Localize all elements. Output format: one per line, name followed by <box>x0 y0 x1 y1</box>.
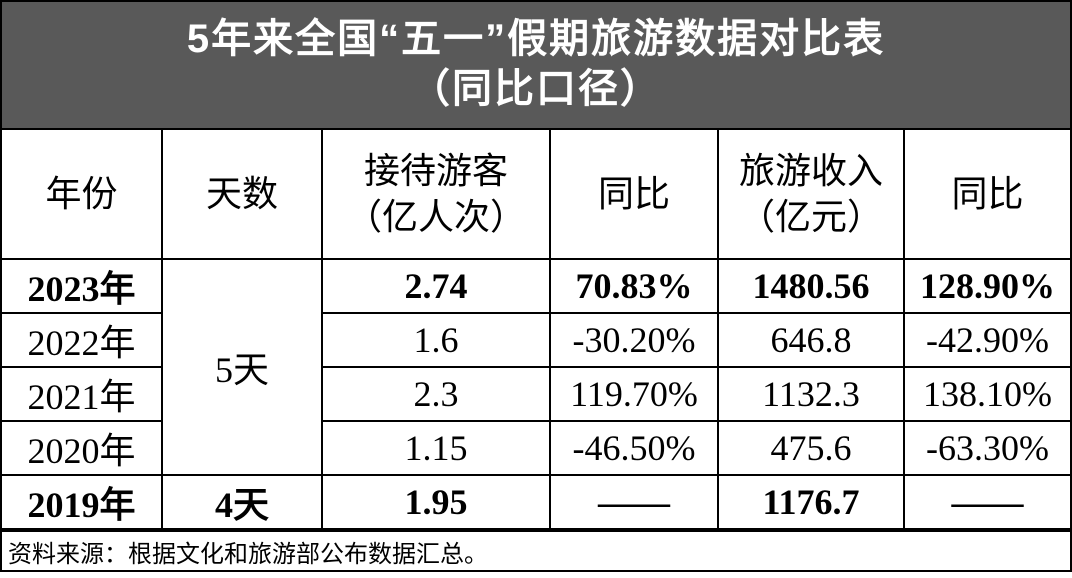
data-cell: 1132.3 <box>717 366 905 422</box>
data-cell: 1.95 <box>321 474 551 530</box>
data-cell: -63.30% <box>903 420 1070 476</box>
header-text: 同比 <box>597 174 670 214</box>
header-cell: 天数 <box>161 130 323 260</box>
data-row: 2019年 4天 1.95 —— 1176.7 —— <box>2 474 1070 530</box>
data-cell: 128.90% <box>903 258 1070 314</box>
header-cell: 接待游客 （亿人次） <box>321 130 551 260</box>
data-cell: 2021年 <box>2 366 163 422</box>
data-cell: 70.83% <box>549 258 719 314</box>
data-cell: 1.6 <box>321 312 551 368</box>
data-cell: 138.10% <box>903 366 1070 422</box>
header-text: 旅游收入 <box>738 151 883 191</box>
data-cell: 2.74 <box>321 258 551 314</box>
header-text: 同比 <box>951 174 1024 214</box>
data-row: 2021年 2.3 119.70% 1132.3 138.10% <box>2 366 1070 422</box>
data-cell: 119.70% <box>549 366 719 422</box>
data-cell: -30.20% <box>549 312 719 368</box>
data-cell: 2.3 <box>321 366 551 422</box>
data-cell: 475.6 <box>717 420 905 476</box>
data-row: 2022年 1.6 -30.20% 646.8 -42.90% <box>2 312 1070 368</box>
footer-note: 资料来源：根据文化和旅游部公布数据汇总。 <box>2 530 1070 576</box>
data-cell: 2019年 <box>2 474 163 530</box>
data-cell: 5天 <box>161 258 323 476</box>
header-cell: 年份 <box>2 130 163 260</box>
data-row: 2023年 5天 2.74 70.83% 1480.56 128.90% <box>2 258 1070 476</box>
header-text: 接待游客 <box>363 151 508 191</box>
header-text: 天数 <box>205 174 278 214</box>
subtitle: （同比口径） <box>410 67 662 111</box>
header-text: （亿人次） <box>345 197 526 237</box>
data-cell: 646.8 <box>717 312 905 368</box>
data-cell: -42.90% <box>903 312 1070 368</box>
header-text: 年份 <box>45 174 118 214</box>
data-cell: 1480.56 <box>717 258 905 314</box>
data-row: 2020年 1.15 -46.50% 475.6 -63.30% <box>2 420 1070 476</box>
header-row: 年份 天数 接待游客 （亿人次） 同比 旅游收入 （亿元） 同比 <box>2 130 1070 260</box>
title: 5年来全国“五一”假期旅游数据对比表 <box>186 17 886 61</box>
data-cell: -46.50% <box>549 420 719 476</box>
header-text: （亿元） <box>738 197 883 237</box>
data-cell: 4天 <box>161 474 323 530</box>
data-cell: 2020年 <box>2 420 163 476</box>
data-cell: 1.15 <box>321 420 551 476</box>
header-cell: 旅游收入 （亿元） <box>717 130 905 260</box>
data-cell: —— <box>903 474 1070 530</box>
data-cell: 2022年 <box>2 312 163 368</box>
data-table: 年份 天数 接待游客 （亿人次） 同比 旅游收入 （亿元） 同比 2023年 5天 2.74 70.8… <box>2 130 1070 530</box>
header-cell: 同比 <box>549 130 719 260</box>
data-cell: 2023年 <box>2 258 163 314</box>
header-cell: 同比 <box>903 130 1070 260</box>
data-cell: —— <box>549 474 719 530</box>
title-bar: 5年来全国“五一”假期旅游数据对比表 （同比口径） <box>2 2 1070 130</box>
data-cell: 1176.7 <box>717 474 905 530</box>
